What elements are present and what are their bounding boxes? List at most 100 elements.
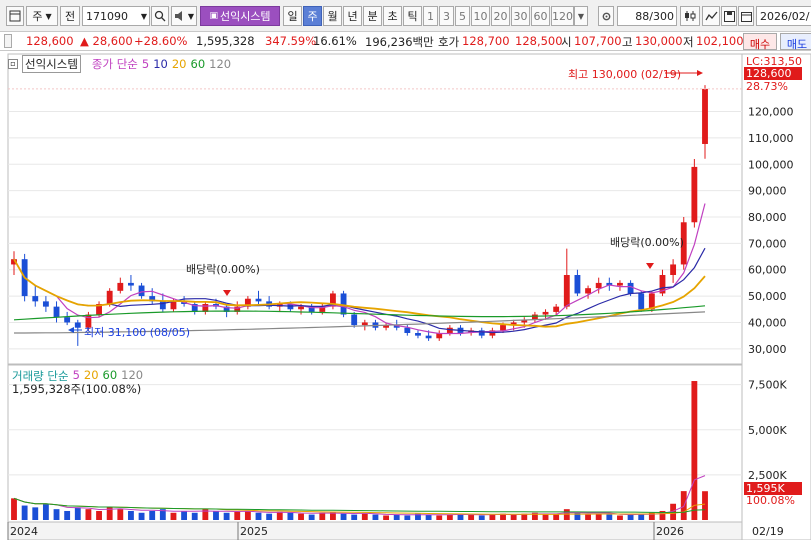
date-input[interactable]: 2026/02/ (756, 6, 811, 26)
tab-minute-30[interactable]: 30 (511, 6, 530, 26)
candle-body (531, 314, 538, 320)
candle-body (244, 298, 251, 307)
candle-body (691, 166, 698, 223)
volume-bar (617, 515, 623, 520)
candle-body (542, 311, 549, 315)
volume-bar (85, 509, 92, 520)
tab-period-3[interactable]: 년 (343, 6, 362, 26)
tab-minute-5[interactable]: 5 (455, 6, 470, 26)
volume-bar (489, 514, 496, 520)
volume-tag: 1,595K (744, 482, 802, 495)
date-axis-frame (7, 521, 743, 540)
calendar-button[interactable] (738, 6, 754, 26)
candle-body (223, 306, 230, 312)
save-button[interactable] (721, 6, 737, 26)
ask-label: 호가 (438, 35, 460, 49)
tab-period-1[interactable]: 주 (303, 6, 322, 26)
volume-bar (138, 512, 145, 520)
volume-bar (648, 512, 655, 520)
price-tick-label: 50,000 (748, 290, 787, 303)
volume-bar (181, 510, 188, 520)
count-input[interactable]: 88/300 (617, 6, 677, 26)
candle-body (393, 325, 400, 328)
volume-bar (340, 513, 347, 520)
tab-minute-1[interactable]: 1 (423, 6, 438, 26)
candle-body (361, 322, 368, 326)
tab-period-5[interactable]: 초 (383, 6, 402, 26)
volume-bar (627, 514, 634, 520)
volume-bar (457, 513, 464, 520)
candle-body (11, 259, 17, 265)
sell-button[interactable]: 매도 (780, 33, 811, 51)
chart-type-button[interactable] (680, 6, 700, 26)
price-tick-label: 40,000 (748, 316, 787, 329)
high-label: 고 (622, 35, 633, 49)
ma60-legend: 60 (190, 57, 206, 71)
tab-period-4[interactable]: 분 (363, 6, 382, 26)
tab-minute-20[interactable]: 20 (491, 6, 510, 26)
price-pct-tag: 28.73% (746, 80, 788, 93)
candle-body (680, 222, 687, 265)
buy-button[interactable]: 매수 (743, 33, 777, 51)
window-icon[interactable] (6, 6, 24, 26)
volume-bar (574, 512, 581, 520)
candle-body (340, 293, 347, 315)
volume-legend-prefix: 거래량 단순 (12, 369, 69, 383)
volume-legend: 거래량 단순 5 20 60 120 (12, 368, 143, 384)
high-annotation: 최고 130,000 (02/19) (568, 68, 682, 81)
tab-period-2[interactable]: 월 (323, 6, 342, 26)
tab-minute-3[interactable]: 3 (439, 6, 454, 26)
vol-ma5-legend: 5 (72, 368, 80, 382)
volume-bar (478, 515, 485, 520)
candle-body (159, 301, 166, 310)
chevron-down-icon: ▼ (187, 11, 195, 21)
volume-pct-tag: 100.08% (746, 494, 795, 507)
volume-bar (383, 515, 390, 520)
candle-body (42, 301, 49, 307)
stock-name-tag[interactable]: ▣ 선익시스템 (200, 6, 280, 26)
volume-bar (691, 381, 698, 520)
code-input[interactable]: 171090 ▼ (82, 6, 150, 26)
stock-name: 선익시스템 (219, 10, 271, 23)
candle-body (585, 288, 591, 294)
volume-bar (191, 512, 198, 520)
chevron-down-icon[interactable]: ▼ (574, 6, 588, 26)
tab-period-0[interactable]: 일 (283, 6, 302, 26)
market-select[interactable]: 주 ▼ (26, 6, 58, 26)
open-label: 시 (561, 35, 572, 49)
candle-body (500, 325, 506, 331)
volume-bar (585, 514, 591, 520)
current-price: 128,600 (26, 34, 74, 48)
tab-minute-120[interactable]: 120 (551, 6, 574, 26)
search-button[interactable] (151, 6, 169, 26)
volume-bar (74, 507, 81, 520)
volume-bar (266, 513, 273, 520)
volume-bar (64, 510, 71, 520)
volume-tick-label: 5,000K (748, 424, 787, 437)
prev-button[interactable]: 전 (60, 6, 80, 26)
volume-bar (223, 512, 230, 520)
volume-bar (42, 503, 49, 520)
sound-button[interactable]: ▼ (171, 6, 197, 26)
volume-bar (446, 514, 453, 520)
dividend-label-1: 배당락(0.00%) (186, 263, 260, 276)
line-chart-button[interactable] (702, 6, 720, 26)
volume-bar (255, 512, 262, 520)
volume-readout: 1,595,328주(100.08%) (12, 382, 142, 396)
date-label: 02/19 (752, 525, 784, 538)
candle-body (383, 325, 390, 328)
candle-body (563, 275, 570, 307)
tab-minute-60[interactable]: 60 (531, 6, 550, 26)
tab-period-6[interactable]: 틱 (403, 6, 422, 26)
date-label: 2024 (10, 525, 38, 538)
quote-handle[interactable] (4, 34, 12, 48)
tab-minute-10[interactable]: 10 (471, 6, 490, 26)
candle-body (149, 296, 156, 302)
settings-button[interactable] (598, 6, 614, 26)
series-name[interactable]: 선익시스템 (22, 55, 81, 73)
date-label: 2025 (240, 525, 268, 538)
candle-body (319, 306, 326, 312)
legend-toggle-icon[interactable]: ▫ (8, 59, 18, 69)
chart-canvas[interactable]: 120,000 110,000 100,000 90,000 80,000 70,000 6… (0, 52, 811, 540)
ma10-line (13, 247, 706, 334)
